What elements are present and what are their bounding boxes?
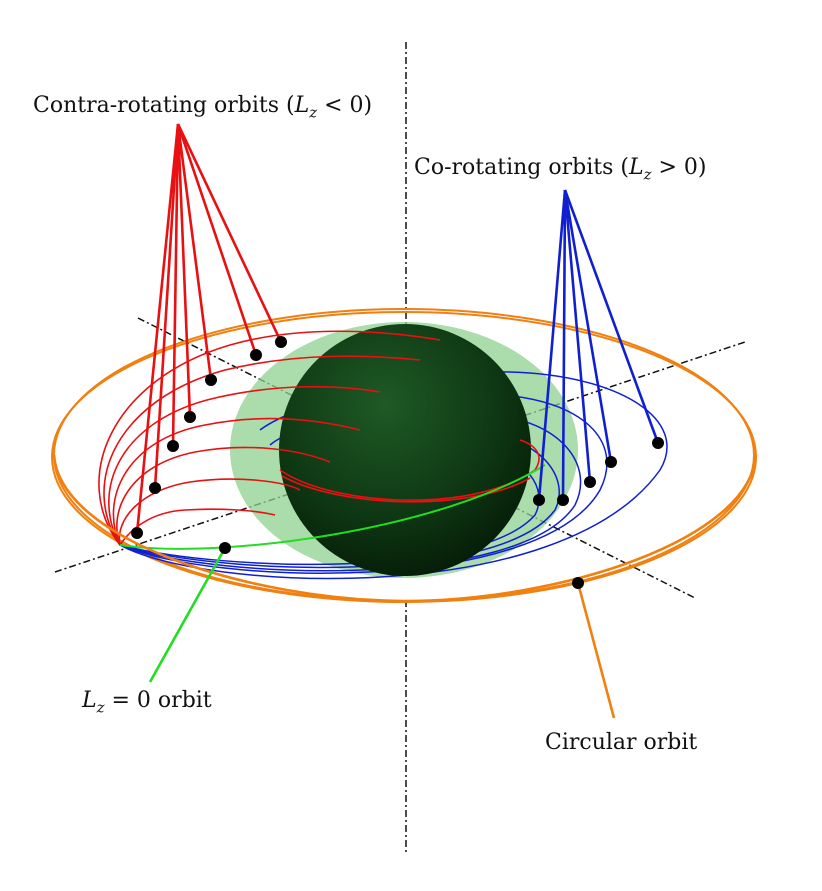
zero-lz-orbit [119,464,546,550]
co-orbit-marker [652,437,664,449]
co-leader-line [537,189,567,501]
circular-leader-line [576,582,616,719]
contra-leader-line [171,123,180,447]
contra-leader-line [153,123,180,489]
co-orbit-marker [533,494,545,506]
contra-orbit-marker [275,336,287,348]
circular-orbit-marker [572,577,584,589]
contra-orbit-marker [131,527,143,539]
co-leader-line [563,189,660,444]
orbit-markers [131,336,664,589]
circular-orbit-front [52,454,758,603]
contra-leader-line [176,123,258,356]
contra-leader-line [176,123,283,343]
co-orbit-marker [557,494,569,506]
co-rotating-label: Co-rotating orbits (Lz > 0) [414,155,707,184]
co-orbit-marker [605,456,617,468]
co-orbit-marker [584,476,596,488]
contra-rotating-label: Contra-rotating orbits (Lz < 0) [33,93,373,122]
contra-leader-line [135,123,180,534]
contra-orbit-marker [184,411,196,423]
contra-orbit-marker [250,349,262,361]
contra-orbit-marker [205,374,217,386]
co-leader-line [563,189,613,463]
leader-lines [135,123,660,719]
contra-orbit-marker [149,482,161,494]
zero-lz-label: Lz = 0 orbit [82,688,212,717]
co-leader-line [563,189,592,483]
circular-orbit-label: Circular orbit [545,730,698,755]
zero-lz-leader-line [148,547,227,683]
contra-leader-line [176,123,192,418]
zero-lz-marker [219,542,231,554]
co-leader-line [561,189,567,501]
contra-orbit-marker [167,440,179,452]
contra-leader-line [176,123,213,381]
